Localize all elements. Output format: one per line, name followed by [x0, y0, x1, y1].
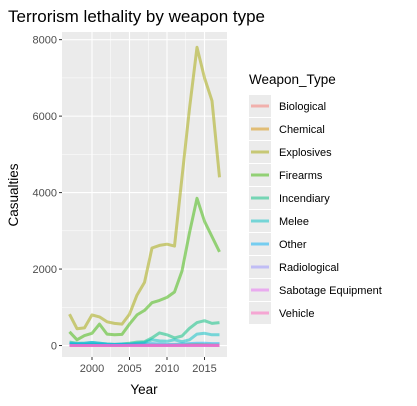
y-tick-label: 8000: [33, 35, 57, 47]
y-tick-label: 0: [51, 341, 57, 353]
x-tick-label: 2010: [155, 363, 179, 375]
legend-label: Incendiary: [279, 193, 330, 205]
legend-label: Radiological: [279, 262, 339, 274]
x-tick-label: 2015: [192, 363, 216, 375]
legend-label: Melee: [279, 216, 309, 228]
legend: Biological Chemical Explosives Firearms Ince…: [249, 95, 382, 324]
legend-label: Biological: [279, 101, 326, 113]
legend-label: Firearms: [279, 170, 323, 182]
x-axis-title: Year: [130, 382, 158, 397]
legend-label: Chemical: [279, 124, 325, 136]
x-axis: 2000 2005 2010 2015: [80, 357, 217, 375]
y-axis-title: Casualties: [6, 163, 21, 226]
chart-title: Terrorism lethality by weapon type: [8, 7, 265, 26]
legend-label: Explosives: [279, 147, 332, 159]
legend-label: Sabotage Equipment: [279, 285, 382, 297]
legend-title: Weapon_Type: [249, 72, 336, 87]
legend-label: Other: [279, 239, 307, 251]
x-tick-label: 2000: [80, 363, 104, 375]
y-tick-label: 2000: [33, 264, 57, 276]
legend-label: Vehicle: [279, 308, 314, 320]
plot-panel: [62, 32, 227, 357]
x-tick-label: 2005: [117, 363, 141, 375]
y-tick-label: 6000: [33, 111, 57, 123]
y-axis: 0 2000 4000 6000 8000: [33, 35, 62, 353]
y-tick-label: 4000: [33, 188, 57, 200]
